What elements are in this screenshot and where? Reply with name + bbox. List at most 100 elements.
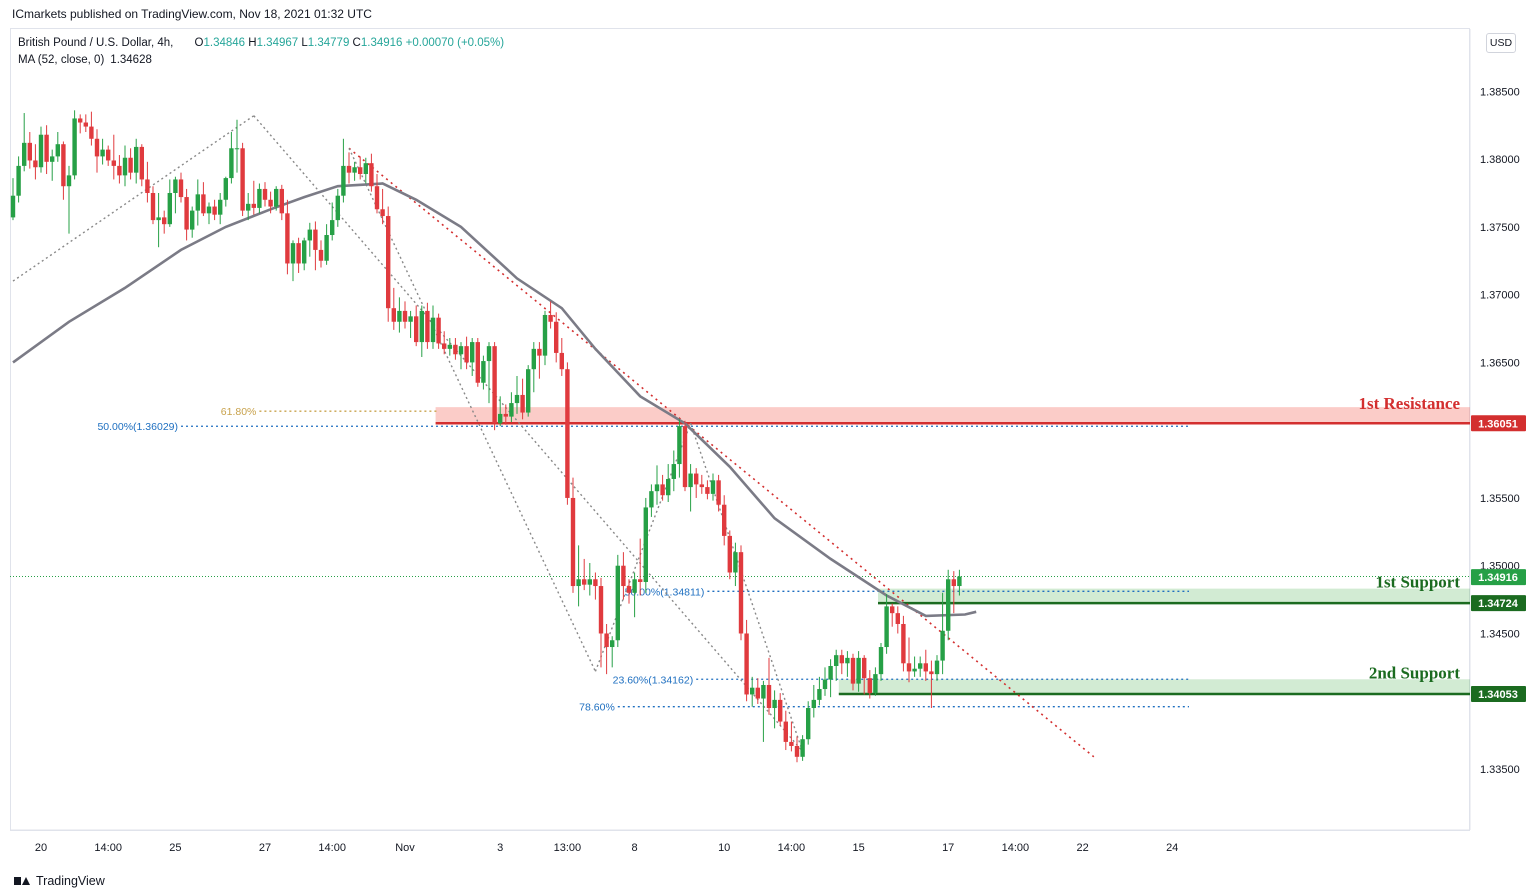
candle-body — [150, 192, 156, 221]
candle-body — [262, 188, 268, 200]
legend-close: C1.34916 — [352, 37, 403, 49]
candle-body — [201, 194, 206, 214]
candle-body — [710, 480, 716, 494]
candle-body — [800, 739, 805, 757]
candle-body — [206, 206, 212, 214]
zone-band — [435, 407, 1471, 424]
price-axis-tick: 1.37500 — [1480, 222, 1520, 234]
candle-body — [447, 344, 452, 349]
candle-body — [33, 160, 38, 168]
candle-body — [223, 178, 228, 200]
price-label-box — [1471, 415, 1526, 432]
candle-body — [346, 165, 352, 173]
candle-body — [486, 346, 492, 362]
candle-body — [576, 579, 581, 587]
fib-level-label: 50.00%(1.34811) — [625, 586, 705, 598]
candle-body — [78, 118, 83, 123]
candle-body — [694, 473, 699, 485]
candle-body — [380, 209, 385, 217]
candle-body — [251, 203, 256, 208]
fib-level-label: 78.60% — [579, 702, 615, 714]
candle-body — [55, 144, 60, 157]
candle-body — [195, 194, 200, 211]
candle-body — [772, 699, 777, 709]
candle-body — [526, 369, 531, 413]
candle-body — [94, 138, 100, 157]
candle-body — [906, 663, 912, 672]
candle-body — [548, 314, 553, 322]
candle-body — [240, 148, 245, 211]
candle-body — [386, 216, 391, 309]
candle-body — [643, 507, 648, 582]
candle-body — [593, 579, 598, 587]
candle-body — [16, 165, 21, 196]
candle-body — [878, 647, 884, 675]
candle-body — [44, 134, 49, 162]
candle-body — [318, 249, 324, 261]
candle-body — [677, 426, 682, 465]
candle-body — [649, 491, 654, 508]
candle-body — [425, 310, 430, 343]
zone-band — [838, 679, 1470, 695]
footer-branding: TradingView — [14, 874, 105, 888]
candle-body — [783, 721, 788, 742]
candle-body — [436, 317, 441, 344]
candle-body — [218, 199, 223, 215]
time-axis-tick: 27 — [259, 842, 271, 854]
candle-body — [632, 579, 637, 593]
candle-body — [755, 687, 760, 699]
candle-body — [10, 195, 16, 218]
candle-body — [531, 348, 536, 370]
candle-body — [229, 148, 234, 179]
footer-brand: TradingView — [36, 874, 105, 888]
candle-body — [901, 623, 906, 664]
candle-body — [27, 142, 32, 161]
price-axis-tick: 1.35500 — [1480, 493, 1520, 505]
candle-body — [822, 679, 828, 690]
legend-low-value: 1.34779 — [307, 37, 350, 49]
candle-body — [117, 165, 122, 176]
legend-ma-value: 1.34628 — [110, 54, 152, 66]
candle-body — [738, 552, 744, 634]
candle-body — [358, 167, 363, 175]
candle-body — [184, 197, 189, 230]
candle-body — [604, 633, 609, 648]
candle-body — [811, 699, 816, 709]
time-axis-tick: 25 — [169, 842, 181, 854]
chart-legend: British Pound / U.S. Dollar, 4h, O1.3484… — [18, 35, 504, 69]
time-axis-tick: 20 — [35, 842, 47, 854]
candle-body — [884, 606, 889, 648]
candle-body — [234, 148, 240, 150]
price-label-box — [1471, 595, 1526, 612]
currency-button[interactable]: USD — [1486, 33, 1516, 53]
legend-close-value: 1.34916 — [360, 37, 403, 49]
candle-body — [867, 678, 872, 694]
candle-body — [453, 344, 458, 355]
candle-body — [296, 243, 301, 264]
candle-body — [22, 142, 27, 166]
legend-row-ma: MA (52, close, 0) 1.34628 — [18, 52, 504, 69]
candle-body — [514, 394, 520, 404]
fib-level-label: 50.00%(1.36029) — [97, 421, 178, 433]
candle-body — [72, 118, 77, 176]
candle-body — [834, 655, 839, 667]
candle-body — [559, 352, 564, 370]
price-axis-tick: 1.38500 — [1480, 86, 1520, 98]
candle-body — [744, 633, 749, 695]
candle-body — [307, 229, 312, 241]
price-label-box — [1471, 686, 1526, 703]
candle-body — [178, 179, 184, 198]
candle-body — [369, 163, 374, 187]
time-axis-tick: 14:00 — [778, 842, 806, 854]
candle-body — [313, 229, 318, 250]
candle-body — [330, 220, 335, 236]
time-axis-tick: 15 — [852, 842, 864, 854]
candle-body — [464, 346, 469, 363]
time-axis-tick: Nov — [395, 842, 415, 854]
candle-body — [839, 655, 844, 664]
candle-body — [257, 188, 262, 208]
candle-body — [470, 342, 475, 363]
fib-level-label: 23.60%(1.34162) — [613, 674, 694, 686]
trendline-rebound-leg — [594, 423, 692, 672]
